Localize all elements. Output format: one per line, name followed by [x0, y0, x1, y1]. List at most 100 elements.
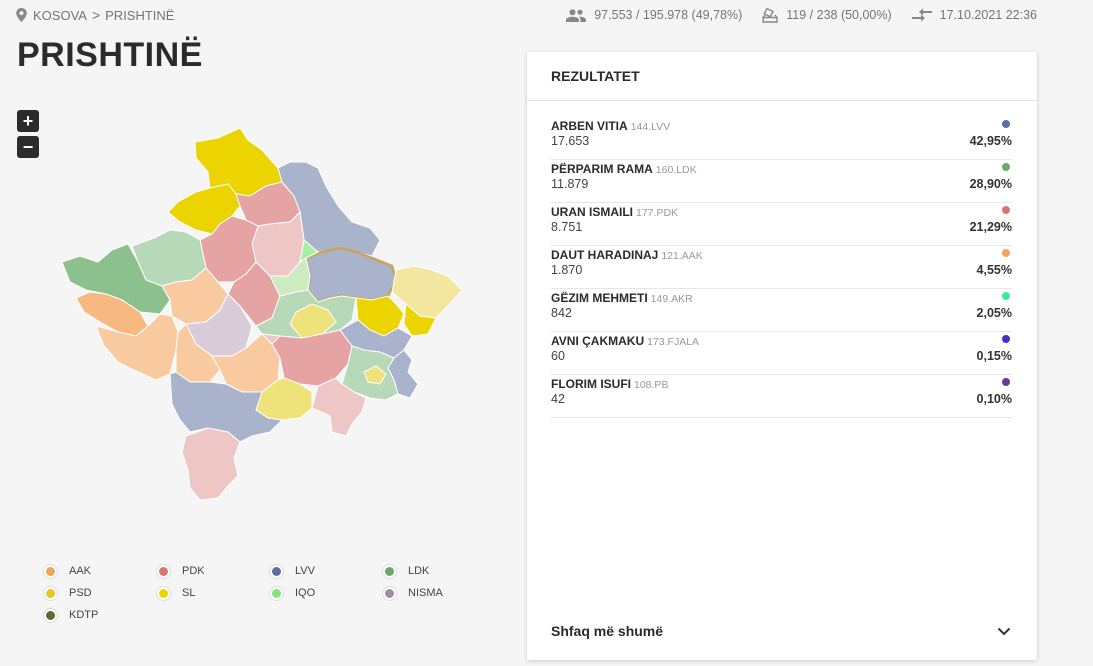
party-legend: AAK PDK LVV LDK PSD SL IQO NISMA KDTP	[44, 564, 494, 622]
candidate-row[interactable]: GËZIM MEHMETI 149.AKR 842 2,05%	[551, 289, 1012, 332]
party-color-dot	[1002, 335, 1010, 343]
results-panel: REZULTATET ARBEN VITIA 144.LVV 17.653 42,…	[527, 52, 1037, 660]
map-region[interactable]	[391, 265, 463, 319]
candidate-row[interactable]: FLORIM ISUFI 108.PB 42 0,10%	[551, 375, 1012, 418]
legend-dot	[44, 608, 57, 622]
legend-item-psd[interactable]: PSD	[44, 586, 157, 600]
candidate-votes: 17.653	[551, 134, 590, 148]
swap-arrows-icon	[911, 8, 932, 22]
legend-dot	[270, 586, 283, 600]
candidate-row[interactable]: URAN ISMAILI 177.PDK 8.751 21,29%	[551, 203, 1012, 246]
candidate-votes: 60	[551, 349, 565, 363]
breadcrumb-municipality: PRISHTINË	[105, 7, 175, 23]
legend-item-nisma[interactable]: NISMA	[383, 586, 496, 600]
legend-item-sl[interactable]: SL	[157, 586, 270, 600]
people-icon	[566, 8, 587, 22]
candidate-name: AVNI ÇAKMAKU 173.FJALA	[551, 334, 700, 348]
candidate-percent: 21,29%	[969, 220, 1012, 234]
stats-bar: 97.553 / 195.978 (49,78%) 119 / 238 (50,…	[546, 7, 1037, 23]
legend-label: AAK	[69, 565, 92, 577]
candidate-name: GËZIM MEHMETI 149.AKR	[551, 291, 693, 305]
ballot-box-icon	[762, 7, 778, 23]
stations-value: 119 / 238 (50,00%)	[786, 8, 892, 22]
candidate-code: 144.LVV	[630, 121, 671, 133]
show-more-button[interactable]: Shfaq më shumë	[551, 616, 1011, 646]
candidate-name: PËRPARIM RAMA 160.LDK	[551, 162, 697, 176]
voters-value: 97.553 / 195.978 (49,78%)	[594, 8, 743, 22]
map-region[interactable]	[269, 257, 311, 297]
zoom-out-button[interactable]: −	[17, 136, 39, 158]
legend-dot	[157, 586, 170, 600]
show-more-label: Shfaq më shumë	[551, 623, 664, 639]
candidate-code: 149.AKR	[650, 293, 693, 305]
legend-item-lvv[interactable]: LVV	[270, 564, 383, 578]
legend-dot	[383, 586, 396, 600]
party-color-dot	[1002, 120, 1010, 128]
candidate-percent: 42,95%	[969, 134, 1012, 148]
map-region[interactable]	[181, 427, 241, 501]
candidate-percent: 0,10%	[976, 392, 1012, 406]
updated-stat: 17.10.2021 22:36	[911, 8, 1037, 22]
map-region[interactable]	[403, 302, 437, 337]
page-title: PRISHTINË	[17, 36, 203, 74]
party-color-dot	[1002, 378, 1010, 386]
candidate-code: 160.LDK	[655, 164, 697, 176]
party-color-dot	[1002, 163, 1010, 171]
results-header: REZULTATET	[527, 52, 1037, 101]
candidate-name: FLORIM ISUFI 108.PB	[551, 377, 669, 391]
location-pin-icon	[16, 8, 27, 22]
results-list: ARBEN VITIA 144.LVV 17.653 42,95% PËRPARI…	[527, 101, 1037, 418]
stations-stat: 119 / 238 (50,00%)	[762, 7, 892, 23]
legend-dot	[44, 586, 57, 600]
legend-dot	[157, 564, 170, 578]
chevron-down-icon	[997, 627, 1011, 635]
legend-dot	[270, 564, 283, 578]
party-color-dot	[1002, 249, 1010, 257]
map-region-selected[interactable]	[304, 246, 398, 304]
updated-value: 17.10.2021 22:36	[939, 8, 1037, 22]
party-color-dot	[1002, 206, 1010, 214]
map-region[interactable]	[169, 371, 284, 443]
map-region[interactable]	[289, 303, 337, 339]
legend-label: KDTP	[69, 609, 99, 621]
legend-label: IQO	[295, 587, 316, 599]
candidate-name: ARBEN VITIA 144.LVV	[551, 119, 671, 133]
candidate-votes: 842	[551, 306, 572, 320]
map-region[interactable]	[311, 377, 367, 437]
results-map[interactable]	[40, 120, 470, 510]
zoom-in-button[interactable]: +	[17, 110, 39, 132]
map-region[interactable]	[211, 333, 281, 393]
map-region[interactable]	[299, 239, 319, 264]
candidate-votes: 8.751	[551, 220, 583, 234]
candidate-code: 177.PDK	[636, 207, 679, 219]
candidate-row[interactable]: AVNI ÇAKMAKU 173.FJALA 60 0,15%	[551, 332, 1012, 375]
candidate-name: DAUT HARADINAJ 121.AAK	[551, 248, 703, 262]
map-region[interactable]	[277, 161, 381, 257]
legend-item-aak[interactable]: AAK	[44, 564, 157, 578]
voters-stat: 97.553 / 195.978 (49,78%)	[566, 8, 742, 22]
map-region[interactable]	[260, 333, 282, 345]
breadcrumb-separator: >	[91, 7, 101, 23]
legend-item-ldk[interactable]: LDK	[383, 564, 496, 578]
top-bar: KOSOVA > PRISHTINË 97.553 / 195.978 (49,…	[0, 0, 1093, 30]
legend-label: SL	[182, 587, 196, 599]
candidate-row[interactable]: PËRPARIM RAMA 160.LDK 11.879 28,90%	[551, 160, 1012, 203]
candidate-row[interactable]: ARBEN VITIA 144.LVV 17.653 42,95%	[551, 117, 1012, 160]
legend-label: LDK	[408, 565, 430, 577]
party-color-dot	[1002, 292, 1010, 300]
candidate-votes: 1.870	[551, 263, 583, 277]
legend-label: PDK	[182, 565, 205, 577]
breadcrumb: KOSOVA > PRISHTINË	[16, 7, 174, 23]
candidate-votes: 42	[551, 392, 565, 406]
legend-item-kdtp[interactable]: KDTP	[44, 608, 157, 622]
legend-item-pdk[interactable]: PDK	[157, 564, 270, 578]
breadcrumb-country[interactable]: KOSOVA	[33, 7, 87, 23]
map-region[interactable]	[363, 365, 387, 385]
legend-item-iqo[interactable]: IQO	[270, 586, 383, 600]
candidate-percent: 0,15%	[976, 349, 1012, 363]
legend-dot	[383, 564, 396, 578]
candidate-name: URAN ISMAILI 177.PDK	[551, 205, 679, 219]
candidate-row[interactable]: DAUT HARADINAJ 121.AAK 1.870 4,55%	[551, 246, 1012, 289]
legend-label: LVV	[295, 565, 315, 577]
candidate-percent: 4,55%	[976, 263, 1012, 277]
